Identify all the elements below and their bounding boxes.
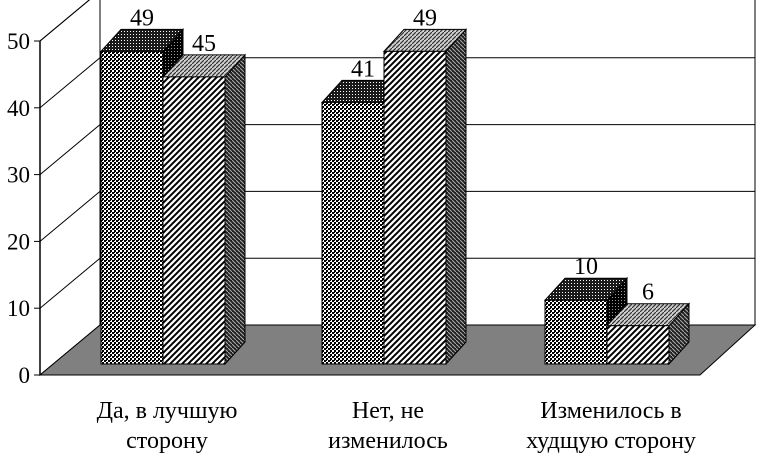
bar-0-1 bbox=[161, 53, 247, 366]
data-labels: 49 45 41 49 10 6 bbox=[130, 5, 654, 305]
bar-front bbox=[162, 76, 226, 365]
gridline bbox=[39, 57, 755, 109]
bar-front bbox=[100, 50, 164, 365]
data-label: 10 bbox=[574, 254, 598, 280]
data-label: 6 bbox=[642, 280, 654, 306]
data-label: 49 bbox=[130, 5, 154, 31]
category-label: Нет, не bbox=[352, 398, 424, 424]
gridline bbox=[39, 124, 755, 175]
gridline bbox=[39, 257, 755, 309]
bar-1-1 bbox=[382, 28, 468, 366]
bar-front bbox=[606, 325, 670, 365]
y-tick-label: 20 bbox=[7, 229, 30, 254]
bars bbox=[99, 28, 691, 366]
bar-side bbox=[445, 28, 467, 366]
category-labels: Да, в лучшую сторону Нет, не изменилось Изме… bbox=[97, 398, 696, 454]
bar-front bbox=[321, 101, 385, 365]
y-tick-label: 10 bbox=[7, 296, 30, 321]
data-label: 49 bbox=[413, 5, 437, 31]
y-tick-label: 40 bbox=[7, 96, 30, 121]
category-label: худщую сторону bbox=[526, 428, 696, 454]
category-label: Изменилось в bbox=[540, 398, 682, 424]
bar-side bbox=[224, 53, 246, 366]
y-axis bbox=[34, 40, 41, 376]
data-label: 45 bbox=[192, 31, 216, 57]
category-label: сторону bbox=[126, 428, 208, 454]
category-label: Да, в лучшую bbox=[97, 398, 238, 424]
y-tick-label: 30 bbox=[7, 163, 30, 188]
data-label: 41 bbox=[351, 56, 375, 82]
y-tick-label: 0 bbox=[19, 363, 31, 388]
bar-front bbox=[383, 50, 447, 365]
bar-2-1 bbox=[605, 302, 691, 366]
gridline bbox=[39, 0, 90, 42]
category-label: изменилось bbox=[328, 428, 448, 454]
y-tick-label: 50 bbox=[7, 29, 30, 54]
gridlines bbox=[39, 0, 755, 309]
side-wall bbox=[39, 0, 101, 377]
y-tick-labels: 0 10 20 30 40 50 bbox=[7, 29, 30, 388]
gridline bbox=[39, 190, 755, 242]
bar-front bbox=[544, 299, 608, 365]
